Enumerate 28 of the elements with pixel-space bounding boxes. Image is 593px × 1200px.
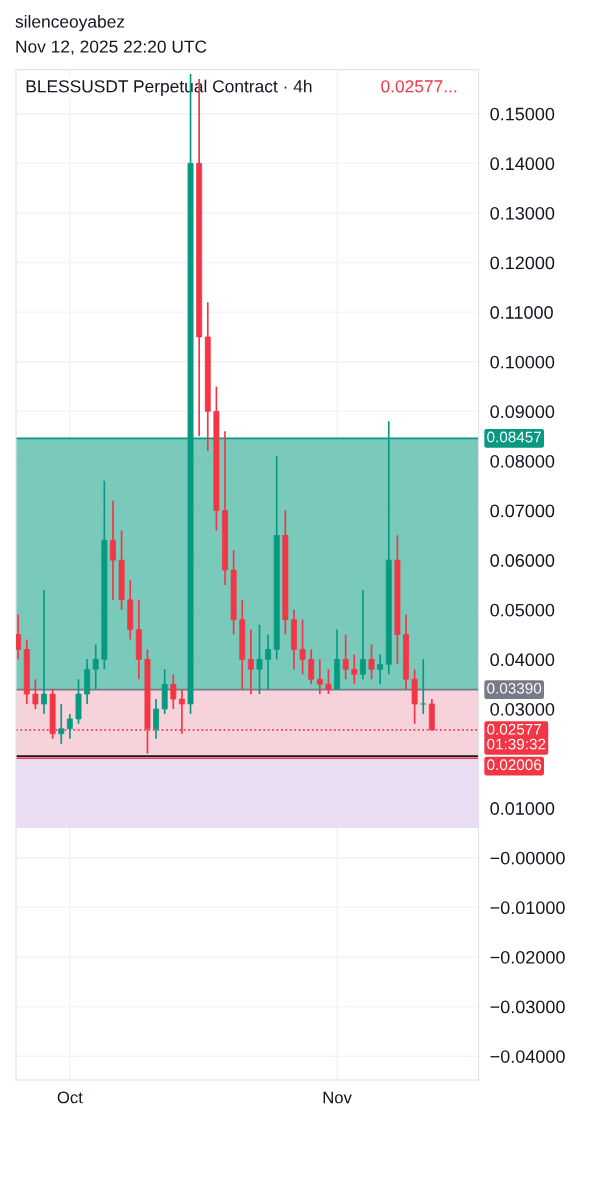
y-tick-label: 0.03000	[490, 702, 555, 716]
y-tick-label: 0.10000	[490, 355, 555, 369]
ref-line-label: 0.08457	[487, 431, 542, 443]
y-tick-label: 0.09000	[490, 405, 555, 419]
ref-line-label: 0.03390	[487, 682, 542, 694]
text: silenceoyabez	[15, 15, 125, 32]
y-tick-label: 0.11000	[490, 306, 553, 319]
y-tick-label: −0.01000	[490, 901, 565, 915]
y-tick-label: 0.06000	[490, 554, 555, 567]
ref-line-label: 0.02006	[487, 759, 542, 771]
y-tick-label: 0.15000	[490, 107, 555, 121]
annotation: 0.02577...	[381, 80, 457, 93]
y-tick-label: 0.04000	[490, 653, 555, 667]
y-tick-label: 0.05000	[490, 603, 555, 617]
y-tick-label: −0.00000	[490, 851, 565, 865]
y-tick-label: −0.04000	[490, 1050, 565, 1063]
y-tick-label: 0.01000	[490, 802, 555, 815]
x-tick-label: Nov	[323, 1091, 352, 1104]
y-tick-label: 0.08000	[490, 454, 555, 468]
y-tick-label: −0.03000	[490, 1000, 565, 1014]
ref-line-label: 0.02577 01:39:32	[487, 723, 546, 750]
y-tick-label: 0.13000	[490, 206, 555, 220]
y-tick-label: −0.02000	[490, 950, 565, 964]
y-tick-label: 0.12000	[490, 256, 555, 270]
x-tick-label: Oct	[57, 1091, 83, 1104]
y-tick-label: 0.07000	[490, 504, 555, 518]
text: Nov 12, 2025 22:20 UTC	[16, 40, 207, 55]
y-tick-label: 0.14000	[490, 157, 555, 171]
